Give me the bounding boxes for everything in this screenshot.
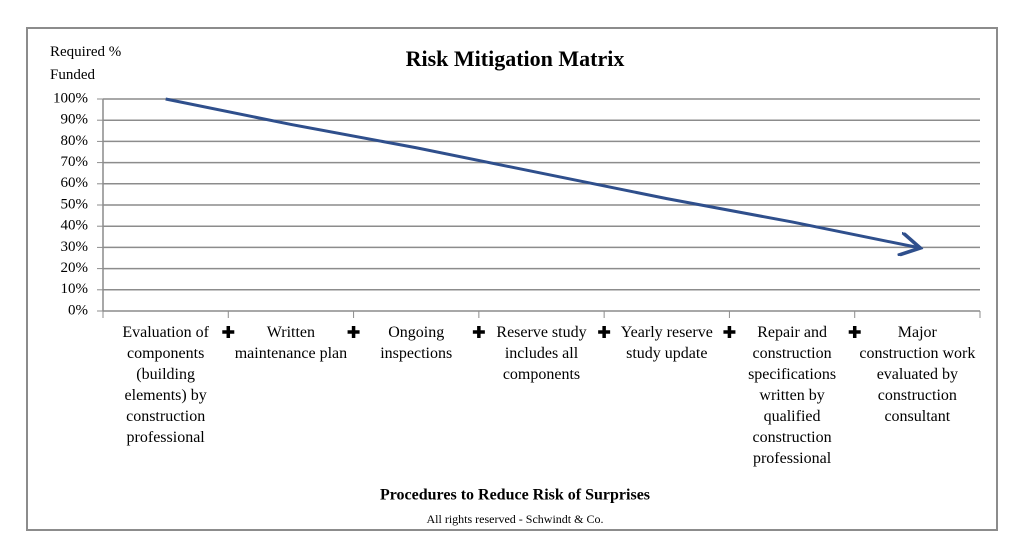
- plus-sign: [222, 326, 235, 338]
- plus-sign: [347, 326, 360, 338]
- y-tick-label: 10%: [61, 281, 89, 297]
- y-tick-label: 40%: [61, 218, 89, 234]
- x-tick-label: Yearly reserve study update: [620, 324, 713, 362]
- y-tick-label: 0%: [68, 302, 88, 318]
- y-tick-label: 70%: [61, 154, 89, 170]
- plus-sign: [472, 326, 485, 338]
- y-tick-label: 90%: [61, 112, 89, 128]
- x-tick-label: Evaluation of components (building eleme…: [122, 324, 209, 446]
- y-tick-label: 60%: [61, 175, 89, 191]
- chart-title: Risk Mitigation Matrix: [406, 46, 625, 71]
- plus-sign: [723, 326, 736, 338]
- plus-sign: [598, 326, 611, 338]
- y-tick-label: 80%: [61, 133, 89, 149]
- plus-sign: [848, 326, 861, 338]
- x-tick-label: Major construction work evaluated by con…: [859, 324, 976, 425]
- y-tick-label: 20%: [61, 260, 89, 276]
- x-tick-label: Repair and construction specifications w…: [748, 324, 837, 467]
- x-tick-label: Written maintenance plan: [234, 324, 348, 362]
- y-axis-title: Required % Funded: [50, 44, 122, 83]
- y-tick-label: 100%: [53, 90, 88, 106]
- trend-arrow: [165, 97, 918, 247]
- y-tick-label: 50%: [61, 196, 89, 212]
- footnote: All rights reserved - Schwindt & Co.: [427, 512, 604, 526]
- y-tick-label: 30%: [61, 239, 89, 255]
- x-tick-label: Ongoing inspections: [380, 324, 453, 362]
- x-axis-title: Procedures to Reduce Risk of Surprises: [380, 487, 650, 504]
- x-tick-label: Reserve study includes all components: [496, 324, 587, 383]
- frame: [26, 27, 998, 531]
